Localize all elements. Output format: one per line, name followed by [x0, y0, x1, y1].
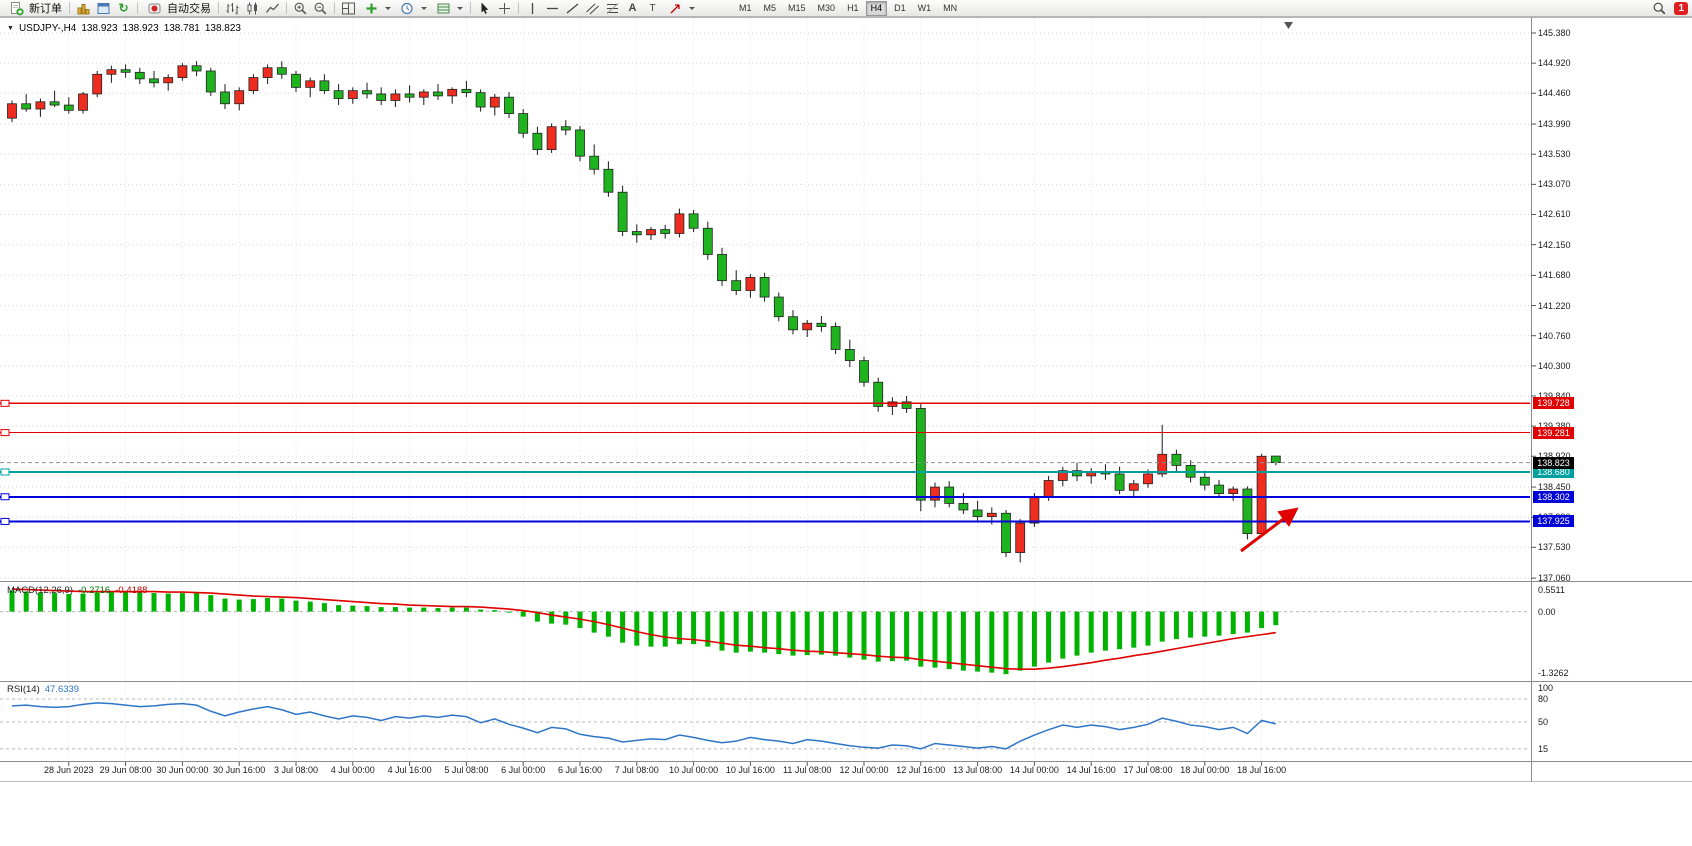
toolbar-separator	[518, 2, 519, 14]
chevron-down-icon	[457, 6, 463, 10]
timeframe-h1[interactable]: H1	[847, 2, 859, 13]
timeframe-w1[interactable]: W1	[917, 2, 932, 13]
timeframe-m5[interactable]: M5	[763, 2, 777, 13]
search-icon[interactable]	[1650, 1, 1669, 16]
cursor-icon[interactable]	[475, 1, 494, 16]
trendline-tool-icon[interactable]	[563, 1, 582, 16]
chart-title: ▼ USDJPY-,H4 138.923 138.923 138.781 138…	[7, 23, 241, 34]
chevron-down-icon	[385, 6, 391, 10]
label-tool-icon[interactable]: T	[649, 2, 656, 14]
toolbar-separator	[218, 2, 219, 14]
autotrading-icon	[145, 1, 164, 16]
refresh-icon[interactable]: ↻	[118, 0, 129, 15]
tile-windows-icon[interactable]	[339, 1, 358, 16]
ohlc-open: 138.923	[81, 23, 118, 34]
timeframe-m15[interactable]: M15	[788, 2, 806, 13]
timeframe-h4[interactable]: H4	[865, 0, 888, 16]
autotrading-label: 自动交易	[167, 3, 211, 15]
symbol-label: USDJPY-,H4	[18, 23, 77, 34]
vertical-line-tool-icon[interactable]	[523, 1, 542, 16]
chevron-down-icon	[689, 6, 695, 10]
text-tool-icon[interactable]: A	[628, 1, 637, 14]
macd-value: -0.2716	[78, 585, 111, 596]
clock-icon	[398, 1, 417, 16]
ohlc-close: 138.823	[204, 23, 241, 34]
line-chart-icon[interactable]	[263, 1, 282, 16]
rsi-value: 47.6339	[44, 684, 80, 695]
candlestick-chart-icon[interactable]	[243, 1, 262, 16]
toolbar-separator	[286, 2, 287, 14]
toolbar-separator	[470, 2, 471, 14]
template-icon	[434, 1, 453, 16]
fibonacci-tool-icon[interactable]	[603, 1, 622, 16]
toolbar-separator	[137, 2, 138, 14]
ohlc-high: 138.923	[122, 23, 159, 34]
macd-label: MACD(12,26,9) -0.2716 -0.4188	[7, 585, 147, 596]
indicators-button[interactable]	[359, 1, 394, 16]
macd-signal-value: -0.4188	[115, 585, 148, 596]
notification-badge[interactable]: 1	[1674, 1, 1688, 15]
toolbar: 新订单 ↻ 自动交易	[0, 0, 1692, 17]
toolbar-separator	[69, 2, 70, 14]
periods-button[interactable]	[395, 1, 430, 16]
ohlc-low: 138.781	[163, 23, 200, 34]
market-watch-icon[interactable]	[74, 1, 93, 16]
zoom-in-icon[interactable]	[291, 1, 310, 16]
collapse-triangle-icon[interactable]: ▼	[7, 25, 14, 32]
timeframe-group: M1 M5 M15 M30 H1 H4 D1 W1 MN	[734, 0, 962, 16]
chevron-down-icon	[421, 6, 427, 10]
channel-tool-icon[interactable]	[583, 1, 602, 16]
timeframe-d1[interactable]: D1	[894, 2, 906, 13]
bar-chart-icon[interactable]	[223, 1, 242, 16]
timeframe-m30[interactable]: M30	[817, 2, 836, 13]
new-order-icon	[7, 1, 26, 16]
add-indicator-icon	[362, 1, 381, 16]
toolbar-separator	[334, 2, 335, 14]
zoom-out-icon[interactable]	[311, 1, 330, 16]
rsi-label: RSI(14) 47.6339	[7, 684, 79, 695]
arrows-tool-button[interactable]	[663, 1, 698, 16]
crosshair-icon[interactable]	[495, 1, 514, 16]
timeframe-m1[interactable]: M1	[739, 2, 752, 13]
navigator-icon[interactable]	[94, 1, 113, 16]
new-order-label: 新订单	[29, 3, 62, 15]
horizontal-line-tool-icon[interactable]	[543, 1, 562, 16]
rsi-name: RSI(14)	[7, 684, 40, 695]
autotrading-button[interactable]: 自动交易	[142, 1, 214, 16]
arrow-tool-icon	[666, 1, 685, 16]
timeframe-mn[interactable]: MN	[943, 2, 958, 13]
macd-name: MACD(12,26,9)	[7, 585, 73, 596]
new-order-button[interactable]: 新订单	[4, 1, 65, 16]
templates-button[interactable]	[431, 1, 466, 16]
